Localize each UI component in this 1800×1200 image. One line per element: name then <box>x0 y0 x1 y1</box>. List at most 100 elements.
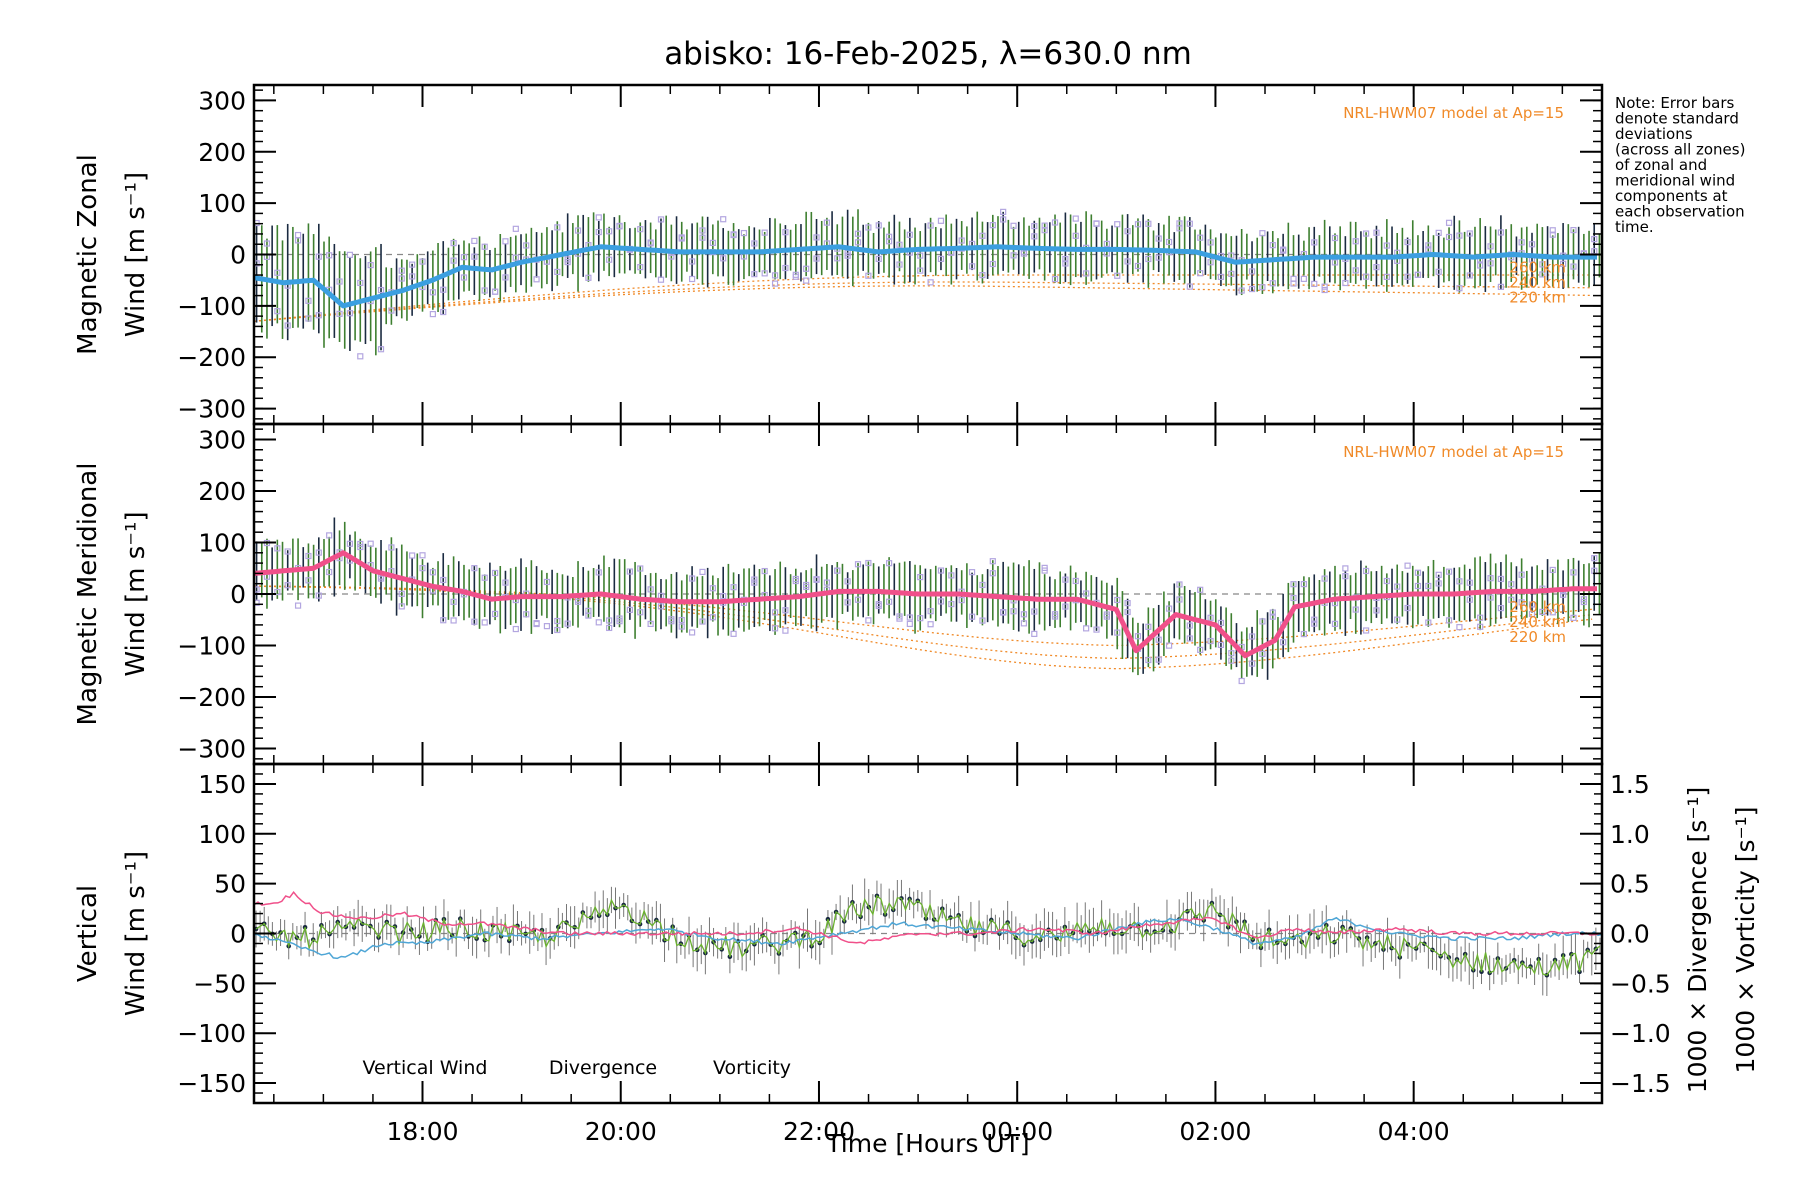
zone-sample <box>917 267 924 274</box>
zone-sample <box>502 579 509 586</box>
zone-sample <box>1114 272 1121 279</box>
zone-sample <box>896 261 903 268</box>
zone-sample <box>1010 222 1017 229</box>
model-altitude-label: 220 km <box>1509 628 1566 646</box>
zone-sample <box>305 577 312 584</box>
zone-sample <box>1518 599 1525 606</box>
zone-sample <box>1311 280 1318 288</box>
zone-sample <box>450 257 457 264</box>
zone-sample <box>1518 239 1525 246</box>
zone-sample <box>284 322 291 329</box>
note-line: components at <box>1615 187 1728 205</box>
zone-sample <box>585 274 592 281</box>
right-y-tick-label: −0.5 <box>1610 969 1671 998</box>
zone-sample <box>1186 220 1193 227</box>
zone-sample <box>1383 242 1390 249</box>
zone-sample <box>1466 596 1473 603</box>
zone-sample <box>937 217 945 224</box>
y-axis-label: Magnetic Meridional <box>73 463 103 726</box>
zone-sample <box>1290 275 1297 282</box>
zone-sample <box>1311 239 1318 246</box>
zone-sample <box>1124 228 1131 235</box>
zone-sample <box>637 226 644 233</box>
figure-title: abisko: 16-Feb-2025, λ=630.0 nm <box>664 36 1192 72</box>
zone-sample <box>1020 250 1028 257</box>
zone-sample <box>1000 208 1007 215</box>
zone-sample <box>1352 267 1359 274</box>
zone-sample <box>1300 275 1307 282</box>
zone-sample <box>1072 215 1079 222</box>
zone-sample <box>357 279 364 287</box>
zone-sample <box>481 574 488 581</box>
zone-sample <box>1518 571 1525 578</box>
zone-sample <box>751 271 758 278</box>
y-tick-label: 200 <box>198 138 246 167</box>
zone-sample <box>1539 271 1546 278</box>
zone-sample <box>1570 226 1577 234</box>
y-tick-label: −200 <box>177 683 246 712</box>
zone-sample <box>1362 627 1370 634</box>
zone-sample <box>1383 273 1390 280</box>
zone-sample <box>502 274 509 281</box>
zone-sample <box>1000 609 1007 616</box>
legend-divergence: Divergence <box>549 1057 657 1079</box>
zone-sample <box>1477 614 1484 621</box>
zone-sample <box>709 239 716 247</box>
y-axis-label: Wind [m s⁻¹] <box>121 172 151 337</box>
zone-sample <box>709 614 716 621</box>
zone-sample <box>1124 608 1131 616</box>
zone-sample <box>1300 630 1307 638</box>
zone-sample <box>1072 232 1079 239</box>
y-axis-label: Vertical <box>73 885 103 982</box>
zone-sample <box>1114 596 1121 604</box>
zone-sample <box>1497 283 1505 290</box>
zone-sample <box>875 255 882 263</box>
zone-sample <box>1051 611 1059 618</box>
zone-sample <box>989 222 996 229</box>
zone-sample <box>761 229 768 236</box>
zone-sample <box>481 619 488 626</box>
zone-sample <box>1010 252 1017 259</box>
zone-sample <box>854 230 862 237</box>
zone-sample <box>854 596 862 603</box>
zone-sample <box>595 619 602 626</box>
zone-sample <box>595 214 602 221</box>
zone-sample <box>377 346 385 353</box>
zone-sample <box>1342 565 1349 572</box>
zone-sample <box>1103 240 1110 248</box>
zonal-mean-line <box>253 244 1597 309</box>
zone-sample <box>1176 225 1183 232</box>
zone-sample <box>1186 635 1193 642</box>
zone-sample <box>1134 262 1142 270</box>
zone-sample <box>491 569 499 577</box>
zone-sample <box>1134 633 1142 640</box>
y-tick-label: −100 <box>177 292 246 321</box>
zone-sample <box>803 583 810 591</box>
zone-sample <box>1487 575 1494 582</box>
zone-sample <box>896 615 903 622</box>
zone-sample <box>1539 608 1546 616</box>
zone-sample <box>502 238 509 245</box>
zone-sample <box>927 279 934 286</box>
y-axis-label: Wind [m s⁻¹] <box>121 511 151 676</box>
zone-sample <box>927 608 934 615</box>
zone-sample <box>771 609 779 616</box>
zone-sample <box>1062 603 1069 610</box>
zone-sample <box>1031 630 1038 638</box>
zone-sample <box>896 241 903 248</box>
zone-sample <box>471 237 478 245</box>
zone-sample <box>606 617 613 624</box>
zone-sample <box>958 597 965 604</box>
zone-sample <box>782 264 789 272</box>
note-line: denote standard <box>1615 110 1739 128</box>
zone-sample <box>1362 567 1370 575</box>
zone-sample <box>1456 624 1463 631</box>
zone-sample <box>937 567 945 574</box>
zone-sample <box>1176 581 1183 588</box>
zone-sample <box>398 590 405 597</box>
zone-sample <box>512 254 519 261</box>
zone-sample <box>1280 639 1287 646</box>
zone-sample <box>1228 270 1235 277</box>
zone-sample <box>771 280 779 287</box>
